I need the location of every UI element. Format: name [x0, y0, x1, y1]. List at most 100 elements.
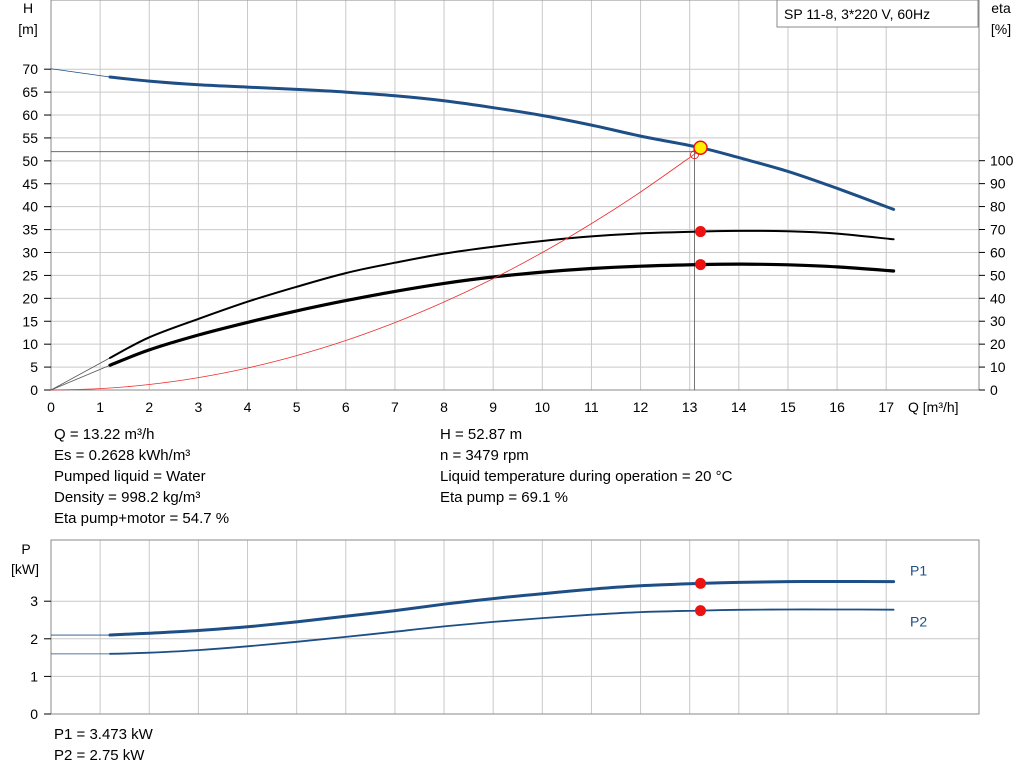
y-tick-label-eta: 90	[990, 176, 1006, 192]
y-tick-label-eta: 100	[990, 153, 1014, 169]
x-tick-label: 1	[96, 399, 104, 415]
y-tick-label-power: 2	[30, 631, 38, 647]
x-tick-label: 8	[440, 399, 448, 415]
y-axis-label-h: H	[23, 0, 33, 16]
info-density: Density = 998.2 kg/m³	[54, 489, 201, 506]
head-chart-series	[50, 68, 896, 391]
x-tick-label: 7	[391, 399, 399, 415]
y-tick-label-head: 25	[22, 267, 38, 283]
y-tick-label-eta: 0	[990, 382, 998, 398]
y-tick-label-head: 20	[22, 290, 38, 306]
y-axis-label-h-unit: [m]	[18, 21, 37, 37]
eta-pump-marker	[694, 226, 706, 238]
y-tick-label-eta: 80	[990, 199, 1006, 215]
y-axis-ticks-head: 0 5 10 15 20 25 30 35 40 45 50 55 60 65 70	[22, 61, 51, 398]
chart-title-box	[776, 0, 979, 28]
x-tick-label: 6	[342, 399, 350, 415]
info-head: H = 52.87 m	[440, 426, 523, 443]
head-chart-grid	[51, 0, 979, 390]
x-tick-label: 0	[47, 399, 55, 415]
curve-extension-eta_pump	[50, 357, 111, 391]
x-tick-label: 2	[145, 399, 153, 415]
power-chart-frame	[50, 539, 980, 715]
curve-eta-pump	[109, 229, 895, 359]
duty-point-guides	[51, 147, 701, 390]
y-tick-label-head: 40	[22, 199, 38, 215]
y-tick-label-head: 10	[22, 336, 38, 352]
info-eta-pump: Eta pump = 69.1 %	[440, 489, 568, 506]
curve-system	[50, 149, 701, 391]
power-chart-grid	[51, 540, 979, 714]
y-tick-label-head: 35	[22, 222, 38, 238]
head-efficiency-chart: 0 1 2 3 4 5 6 7 8 9 10 11 12 13 14 15 16 17 0510152025303…	[18, 0, 1014, 415]
y-tick-label-head: 0	[30, 382, 38, 398]
y-tick-label-head: 55	[22, 130, 38, 146]
y-tick-label-head: 50	[22, 153, 38, 169]
y-tick-label-eta: 70	[990, 221, 1006, 237]
power-marker-p2	[694, 605, 706, 617]
x-axis-label: Q [m³/h]	[908, 399, 959, 415]
y-axis-ticks-eta: 0 10 20 30 40 50 60 70 80 90 100	[979, 153, 1014, 398]
y-axis-label-p-unit: [kW]	[11, 561, 39, 577]
info-pumped-liquid: Pumped liquid = Water	[54, 468, 206, 485]
y-axis-label-p: P	[21, 541, 30, 557]
x-tick-label: 12	[633, 399, 649, 415]
y-tick-label-head: 65	[22, 84, 38, 100]
x-tick-label: 3	[194, 399, 202, 415]
y-tick-label-eta: 30	[990, 313, 1006, 329]
power-series-labels: P1 P2	[910, 563, 927, 630]
y-tick-label-eta: 50	[990, 267, 1006, 283]
y-tick-label-eta: 20	[990, 336, 1006, 352]
duty-point-markers	[690, 140, 708, 271]
info-p1: P1 = 3.473 kW	[54, 726, 153, 743]
power-series-label-p2: P2	[910, 614, 927, 630]
y-tick-label-eta: 40	[990, 290, 1006, 306]
x-tick-label: 10	[535, 399, 551, 415]
info-speed: n = 3479 rpm	[440, 447, 529, 464]
power-chart-series	[51, 580, 896, 655]
y-tick-label-head: 30	[22, 245, 38, 261]
duty-info-left: Q = 13.22 m³/h Es = 0.2628 kWh/m³ Pumped…	[54, 424, 229, 529]
curve-eta-total	[108, 262, 896, 367]
y-axis-label-eta-unit: [%]	[991, 21, 1011, 37]
y-tick-label-power: 1	[30, 668, 38, 684]
x-tick-label: 5	[293, 399, 301, 415]
power-chart: 0 1 2 3 P1 P2 P [kW]	[11, 539, 980, 722]
head-chart-frame	[50, 0, 980, 391]
info-flow: Q = 13.22 m³/h	[54, 426, 155, 443]
info-specific-energy: Es = 0.2628 kWh/m³	[54, 447, 191, 464]
x-tick-label: 17	[878, 399, 894, 415]
y-tick-label-power: 0	[30, 706, 38, 722]
y-tick-label-head: 15	[22, 313, 38, 329]
y-axis-ticks-power: 0 1 2 3	[30, 593, 51, 722]
info-liquid-temperature: Liquid temperature during operation = 20…	[440, 468, 733, 485]
power-curve-p2	[109, 608, 895, 655]
duty-info-right: H = 52.87 m n = 3479 rpm Liquid temperat…	[440, 424, 732, 508]
curve-extension-eta_total	[50, 364, 111, 391]
y-tick-label-head: 70	[22, 61, 38, 77]
power-duty-markers	[694, 577, 706, 617]
x-tick-label: 9	[489, 399, 497, 415]
y-tick-label-eta: 60	[990, 244, 1006, 260]
x-tick-label: 14	[731, 399, 747, 415]
y-axis-label-eta: eta	[991, 0, 1011, 16]
power-curve-p1	[108, 580, 896, 637]
curve-H	[108, 75, 896, 211]
y-tick-label-head: 5	[30, 359, 38, 375]
x-tick-label: 13	[682, 399, 698, 415]
x-tick-label: 16	[829, 399, 845, 415]
chart-title: SP 11-8, 3*220 V, 60Hz	[784, 6, 930, 22]
y-tick-label-head: 45	[22, 176, 38, 192]
x-tick-label: 4	[244, 399, 252, 415]
power-info: P1 = 3.473 kW P2 = 2.75 kW	[54, 724, 153, 766]
duty-point-marker	[693, 140, 708, 155]
power-series-label-p1: P1	[910, 563, 927, 579]
y-tick-label-eta: 10	[990, 359, 1006, 375]
y-tick-label-power: 3	[30, 593, 38, 609]
power-marker-p1	[694, 577, 706, 589]
curve-extension-H	[50, 68, 111, 78]
x-axis-ticks: 0 1 2 3 4 5 6 7 8 9 10 11 12 13 14 15 16 17	[47, 399, 894, 415]
x-tick-label: 11	[584, 399, 599, 415]
x-tick-label: 15	[780, 399, 796, 415]
